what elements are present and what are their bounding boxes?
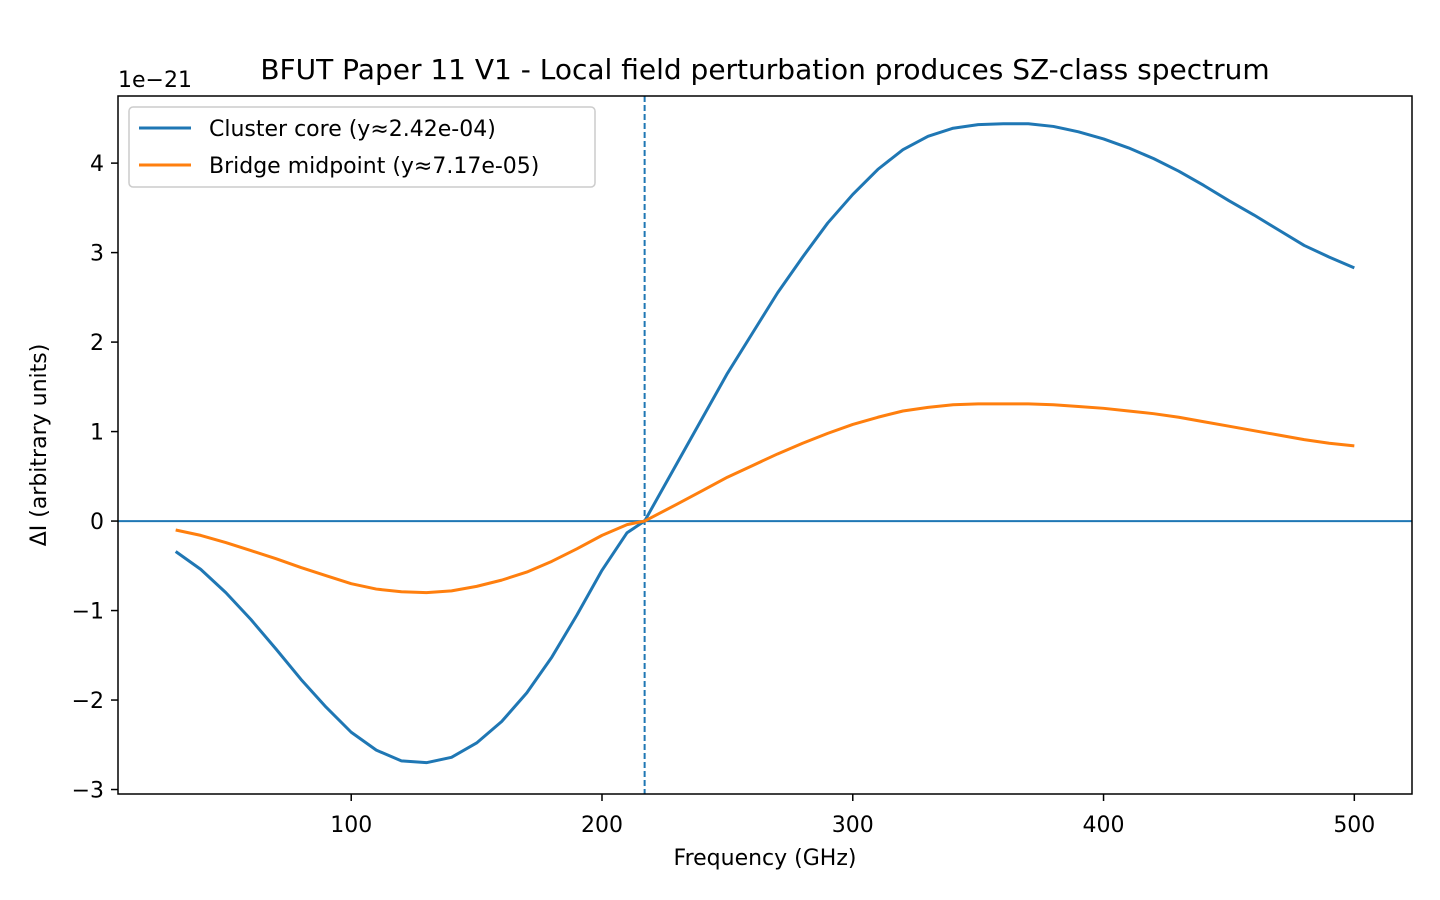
y-tick-label-1: −2	[72, 689, 104, 714]
y-offset-label: 1e−21	[118, 68, 192, 93]
x-tick-label-200: 200	[581, 813, 623, 838]
x-tick-label-100: 100	[330, 813, 372, 838]
y-tick-label-5: 2	[90, 331, 104, 356]
y-tick-label-4: 1	[90, 421, 104, 446]
legend-label-2: Bridge midpoint (y≈7.17e-05)	[209, 154, 539, 179]
y-tick-label-2: −1	[72, 600, 104, 625]
series-line-2	[175, 402, 1355, 595]
y-tick-label-3: 0	[90, 510, 104, 535]
y-tick-label-6: 3	[90, 242, 104, 267]
legend-label-1: Cluster core (y≈2.42e-04)	[209, 117, 496, 142]
legend-box	[128, 106, 596, 188]
x-tick-label-500: 500	[1333, 813, 1375, 838]
y-tick-label-7: 4	[90, 152, 104, 177]
x-tick-label-300: 300	[832, 813, 874, 838]
plot-area: 100 200 300 400 500 −3 −2 −1 0 1 2 3 4	[72, 95, 1413, 838]
axes-frame	[117, 95, 1413, 795]
x-tick-label-400: 400	[1083, 813, 1125, 838]
series-line-1	[174, 122, 1355, 765]
y-tick-label-0: −3	[72, 779, 104, 804]
y-axis-label: ΔI (arbitrary units)	[27, 344, 52, 547]
chart-title: BFUT Paper 11 V1 - Local field perturbat…	[260, 53, 1269, 86]
legend: Cluster core (y≈2.42e-04) Bridge midpoint…	[128, 106, 596, 188]
x-axis-label: Frequency (GHz)	[674, 846, 857, 871]
